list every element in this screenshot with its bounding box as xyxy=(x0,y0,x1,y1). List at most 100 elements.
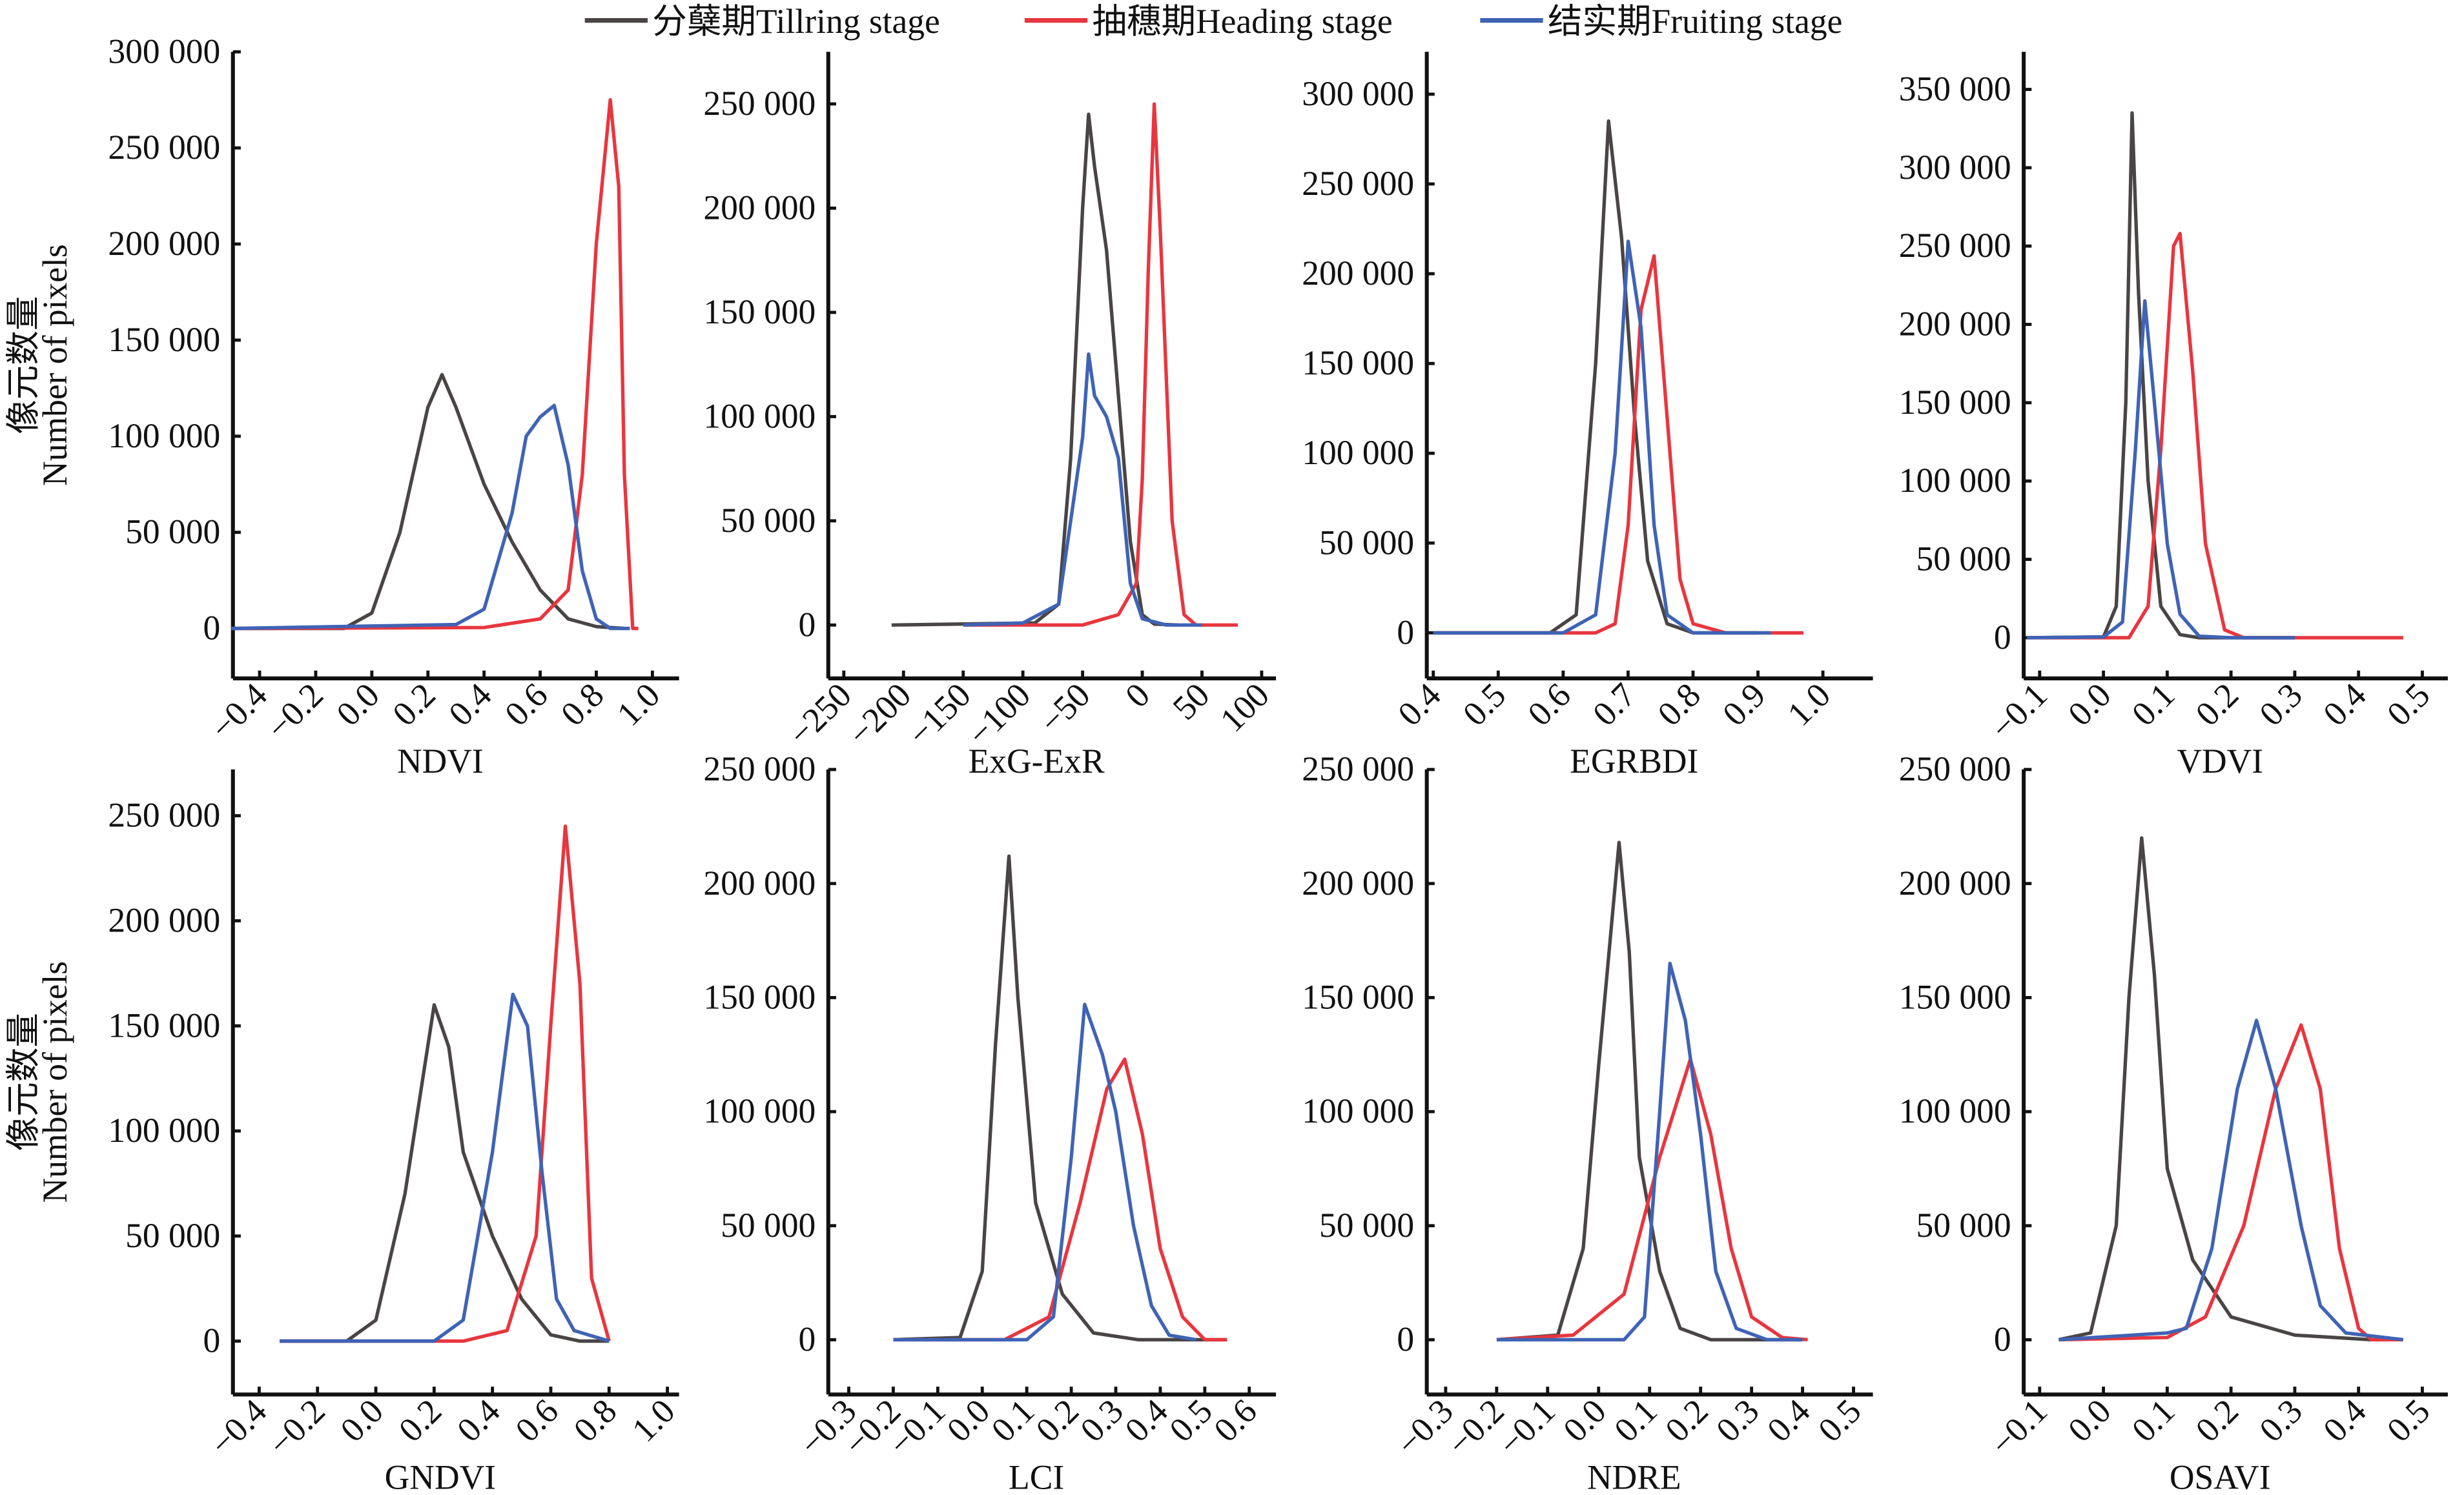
series-tillering-line xyxy=(2026,111,2295,640)
series-tillering-line xyxy=(2058,836,2372,1342)
y-tick-label: 250 000 xyxy=(108,796,220,835)
series-heading-line xyxy=(893,1057,1227,1342)
x-tick-label: 0.2 xyxy=(2188,1392,2246,1450)
y-tick-label: 100 000 xyxy=(703,396,816,435)
series-tillering-line xyxy=(893,854,1227,1342)
y-tick-label: 200 000 xyxy=(1302,864,1414,902)
series-fruiting-line xyxy=(893,1002,1196,1342)
x-tick-label: 0.0 xyxy=(333,1392,391,1450)
x-tick-label: −0.1 xyxy=(1983,675,2055,747)
x-tick-label: 0.4 xyxy=(441,675,499,733)
y-tick-label: 250 000 xyxy=(1899,749,2011,788)
y-tick-label: 200 000 xyxy=(1899,864,2011,902)
x-tick-label: −150 xyxy=(900,675,978,753)
y-tick-label: 150 000 xyxy=(108,320,220,359)
x-tick-label: 1.0 xyxy=(610,675,668,733)
y-tick-label: 250 000 xyxy=(1302,749,1414,788)
panel-gndvi: 0 50 000 100 000 150 000 200 000 250 000 −0.4−… xyxy=(4,769,683,1495)
panel-ndvi: 0 50 000 100 000 150 000 200 000 250 000 300 0… xyxy=(4,32,679,780)
x-axis-label: NDVI xyxy=(397,742,484,780)
series-heading-line xyxy=(2058,1023,2403,1342)
y-tick-label: 100 000 xyxy=(108,1111,220,1150)
y-tick-label: 50 000 xyxy=(1319,523,1414,562)
y-tick-label: 150 000 xyxy=(108,1006,220,1044)
x-tick-label: 0.4 xyxy=(449,1392,508,1450)
y-axis-label-en: Number of pixels xyxy=(36,244,74,486)
y-tick-label: 300 000 xyxy=(108,32,220,70)
y-tick-label: 50 000 xyxy=(1916,540,2011,578)
x-tick-label: 0.2 xyxy=(391,1392,449,1450)
x-tick-label: −0.4 xyxy=(203,675,274,747)
series-fruiting-line xyxy=(2026,299,2295,640)
x-tick-label: −0.2 xyxy=(259,675,331,747)
x-tick-label: 1.0 xyxy=(624,1392,683,1450)
y-tick-label: 250 000 xyxy=(108,128,220,167)
x-tick-label: 0.4 xyxy=(2315,1392,2374,1450)
y-tick-label: 150 000 xyxy=(1899,977,2011,1016)
series-fruiting-line xyxy=(231,403,630,631)
panel-vdvi: 0 50 000 100 000 150 000 200 000 250 000 300 0… xyxy=(1899,52,2448,780)
y-axis-label-cn: 像元数量 xyxy=(4,296,43,434)
y-tick-label: 150 000 xyxy=(1899,383,2011,422)
x-tick-label: 0.2 xyxy=(2188,675,2246,733)
series-heading-line xyxy=(963,102,1238,627)
x-axis-label: NDRE xyxy=(1587,1458,1681,1495)
y-tick-label: 300 000 xyxy=(1899,148,2011,187)
legend-label: 抽穗期Heading stage xyxy=(1092,2,1392,41)
x-tick-label: 0.5 xyxy=(1455,675,1514,733)
y-tick-label: 100 000 xyxy=(1899,1092,2011,1130)
x-tick-label: 0 xyxy=(1118,675,1157,715)
x-tick-label: 0.0 xyxy=(2060,1392,2119,1450)
series-fruiting-line xyxy=(280,992,610,1343)
x-tick-label: 50 xyxy=(1165,675,1217,727)
y-tick-label: 100 000 xyxy=(1302,433,1414,472)
series-fruiting-line xyxy=(1433,239,1771,635)
x-tick-label: 0.0 xyxy=(2060,675,2119,733)
y-tick-label: 50 000 xyxy=(1319,1206,1414,1245)
y-tick-label: 300 000 xyxy=(1302,74,1414,113)
x-tick-label: 0.5 xyxy=(2379,1392,2438,1450)
y-tick-label: 0 xyxy=(203,1321,221,1360)
y-tick-label: 350 000 xyxy=(1899,70,2011,108)
x-tick-label: −200 xyxy=(841,675,919,753)
series-heading-line xyxy=(2026,232,2403,640)
series-tillering-line xyxy=(1433,119,1758,635)
series-tillering-line xyxy=(231,372,625,631)
legend-label: 分蘖期Tillring stage xyxy=(652,2,940,41)
y-tick-label: 50 000 xyxy=(721,1206,816,1245)
x-tick-label: 0.3 xyxy=(2252,1392,2310,1450)
y-tick-label: 100 000 xyxy=(703,1092,816,1130)
x-tick-label: 0.5 xyxy=(1811,1392,1869,1450)
y-tick-label: 200 000 xyxy=(703,188,816,227)
x-tick-label: 0.3 xyxy=(1709,1392,1767,1450)
x-axis-label: EGRBDI xyxy=(1570,742,1698,780)
x-tick-label: −0.1 xyxy=(1491,1392,1563,1463)
x-tick-label: 0.1 xyxy=(1607,1392,1665,1450)
series-fruiting-line xyxy=(2058,1019,2404,1342)
x-tick-label: 0.2 xyxy=(385,675,443,733)
x-tick-label: 0.1 xyxy=(2124,675,2182,733)
series-heading-line xyxy=(1433,254,1804,635)
x-tick-label: −250 xyxy=(781,675,859,753)
series-fruiting-line xyxy=(1496,961,1803,1342)
y-tick-label: 200 000 xyxy=(108,224,220,263)
y-tick-label: 0 xyxy=(1397,1320,1414,1359)
y-tick-label: 0 xyxy=(203,609,221,647)
x-tick-label: 0.8 xyxy=(1650,675,1708,733)
x-axis-label: OSAVI xyxy=(2170,1458,2271,1495)
series-heading-line xyxy=(280,824,611,1343)
x-tick-label: −0.2 xyxy=(261,1392,333,1463)
y-tick-label: 50 000 xyxy=(1916,1206,2011,1245)
y-tick-label: 50 000 xyxy=(125,513,220,551)
y-tick-label: 0 xyxy=(799,605,816,644)
x-tick-label: 0.6 xyxy=(1520,675,1578,733)
y-tick-label: 250 000 xyxy=(1899,226,2011,265)
series-tillering-line xyxy=(1496,840,1803,1342)
series-heading-line xyxy=(1496,1057,1808,1342)
x-tick-label: 0.6 xyxy=(508,1392,566,1450)
